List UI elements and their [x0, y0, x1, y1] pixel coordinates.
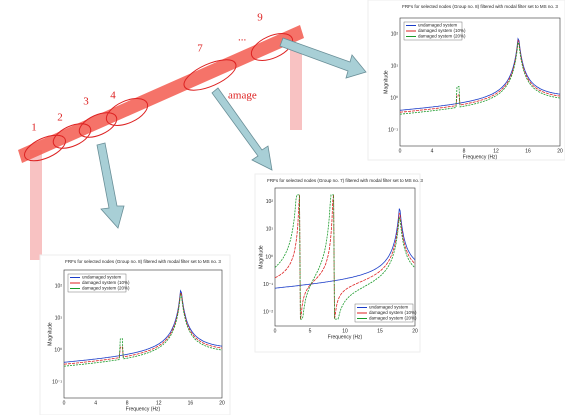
chart-title: FRFs for selected nodes (Group no. 7) fi… — [267, 178, 423, 183]
y-tick-label: 10⁻¹ — [52, 379, 62, 385]
frf-curve — [399, 39, 561, 113]
plot-area — [274, 187, 416, 327]
y-tick-label: 10⁻¹ — [388, 127, 398, 133]
y-tick-label: 10² — [266, 199, 274, 205]
node-label: 2 — [57, 112, 63, 124]
legend-entry: damaged system (10%) — [369, 310, 417, 315]
frf-chart: FRFs for selected nodes (Group no. 7) fi… — [254, 173, 423, 353]
frf-chart: FRFs for selected nodes (Group no. 8) fi… — [39, 254, 231, 415]
legend-entry: damaged system (20%) — [418, 34, 466, 39]
frf-curve — [64, 293, 223, 367]
y-tick-label: 10⁻¹ — [263, 282, 273, 288]
x-tick-label: 20 — [412, 328, 418, 334]
chart-title: FRFs for selected nodes (Group no. 8) fi… — [402, 4, 558, 9]
y-axis-label: Magnitude — [383, 70, 389, 94]
frf-curve — [274, 194, 416, 320]
x-tick-label: 4 — [94, 400, 97, 406]
x-tick-label: 20 — [219, 400, 225, 406]
node-label: 7 — [197, 43, 203, 55]
legend-entry: undamaged system — [418, 23, 458, 28]
x-tick-label: 15 — [377, 328, 383, 334]
y-tick-label: 10¹ — [391, 63, 399, 69]
x-tick-label: 0 — [274, 328, 277, 334]
y-tick-label: 10⁰ — [390, 95, 398, 101]
chart-frame — [254, 173, 421, 353]
legend-box — [354, 303, 414, 323]
x-axis-label: Frequency (Hz) — [328, 334, 363, 340]
node-label: 4 — [110, 90, 116, 102]
plot-area — [399, 17, 561, 147]
y-tick-label: 10¹ — [55, 315, 63, 321]
y-axis-label: Magnitude — [258, 245, 264, 269]
y-axis-label: Magnitude — [47, 322, 53, 346]
x-tick-label: 8 — [463, 148, 466, 154]
node-label: 9 — [257, 12, 263, 24]
legend-entry: damaged system (10%) — [82, 280, 130, 285]
x-tick-label: 5 — [309, 328, 312, 334]
y-tick-label: 10² — [55, 283, 63, 289]
x-tick-label: 20 — [557, 148, 563, 154]
frf-curve — [400, 41, 561, 115]
beam — [18, 25, 304, 163]
legend-entry: damaged system (20%) — [369, 316, 417, 321]
x-tick-label: 16 — [525, 148, 531, 154]
chart-frame — [367, 0, 565, 161]
frf-curve — [399, 37, 561, 111]
x-axis-label: Frequency (Hz) — [463, 154, 498, 160]
legend-entry: undamaged system — [82, 275, 122, 280]
x-tick-label: 12 — [493, 148, 499, 154]
x-tick-label: 12 — [156, 400, 162, 406]
chart-title: FRFs for selected nodes (Group no. 8) fi… — [65, 259, 221, 264]
x-axis-label: Frequency (Hz) — [126, 406, 161, 412]
frf-curve — [274, 194, 416, 320]
x-tick-label: 16 — [188, 400, 194, 406]
node-groups — [23, 33, 294, 162]
x-tick-label: 10 — [342, 328, 348, 334]
frf-chart: FRFs for selected nodes (Group no. 8) fi… — [367, 0, 565, 161]
ellipsis: ... — [238, 32, 247, 44]
legend-box — [67, 273, 127, 293]
x-tick-label: 4 — [431, 148, 434, 154]
frf-curve — [63, 289, 223, 363]
x-tick-label: 8 — [126, 400, 129, 406]
legend-entry: damaged system (10%) — [418, 28, 466, 33]
arrows — [96, 37, 367, 229]
y-tick-label: 10⁻² — [263, 310, 273, 316]
support — [30, 150, 42, 260]
damage-label: amage — [228, 90, 257, 102]
frf-curve — [63, 291, 223, 365]
legend-box — [403, 21, 463, 41]
plot-area — [63, 269, 223, 399]
legend-entry: undamaged system — [369, 305, 409, 310]
x-tick-label: 0 — [399, 148, 402, 154]
y-tick-label: 10¹ — [266, 227, 274, 233]
legend-entry: damaged system (20%) — [82, 286, 130, 291]
support — [290, 45, 302, 130]
frf-curve — [274, 208, 416, 289]
y-tick-label: 10⁰ — [54, 347, 62, 353]
node-label: 1 — [31, 122, 37, 134]
y-tick-label: 10⁰ — [265, 254, 273, 260]
node-label: 3 — [83, 96, 89, 108]
y-tick-label: 10² — [391, 31, 399, 37]
x-tick-label: 0 — [63, 400, 66, 406]
